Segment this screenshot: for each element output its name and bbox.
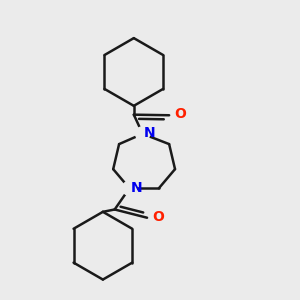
- Circle shape: [136, 127, 150, 141]
- Circle shape: [122, 181, 136, 195]
- Text: N: N: [131, 181, 142, 195]
- Text: N: N: [144, 126, 156, 140]
- Text: O: O: [174, 107, 186, 122]
- Text: O: O: [152, 210, 164, 224]
